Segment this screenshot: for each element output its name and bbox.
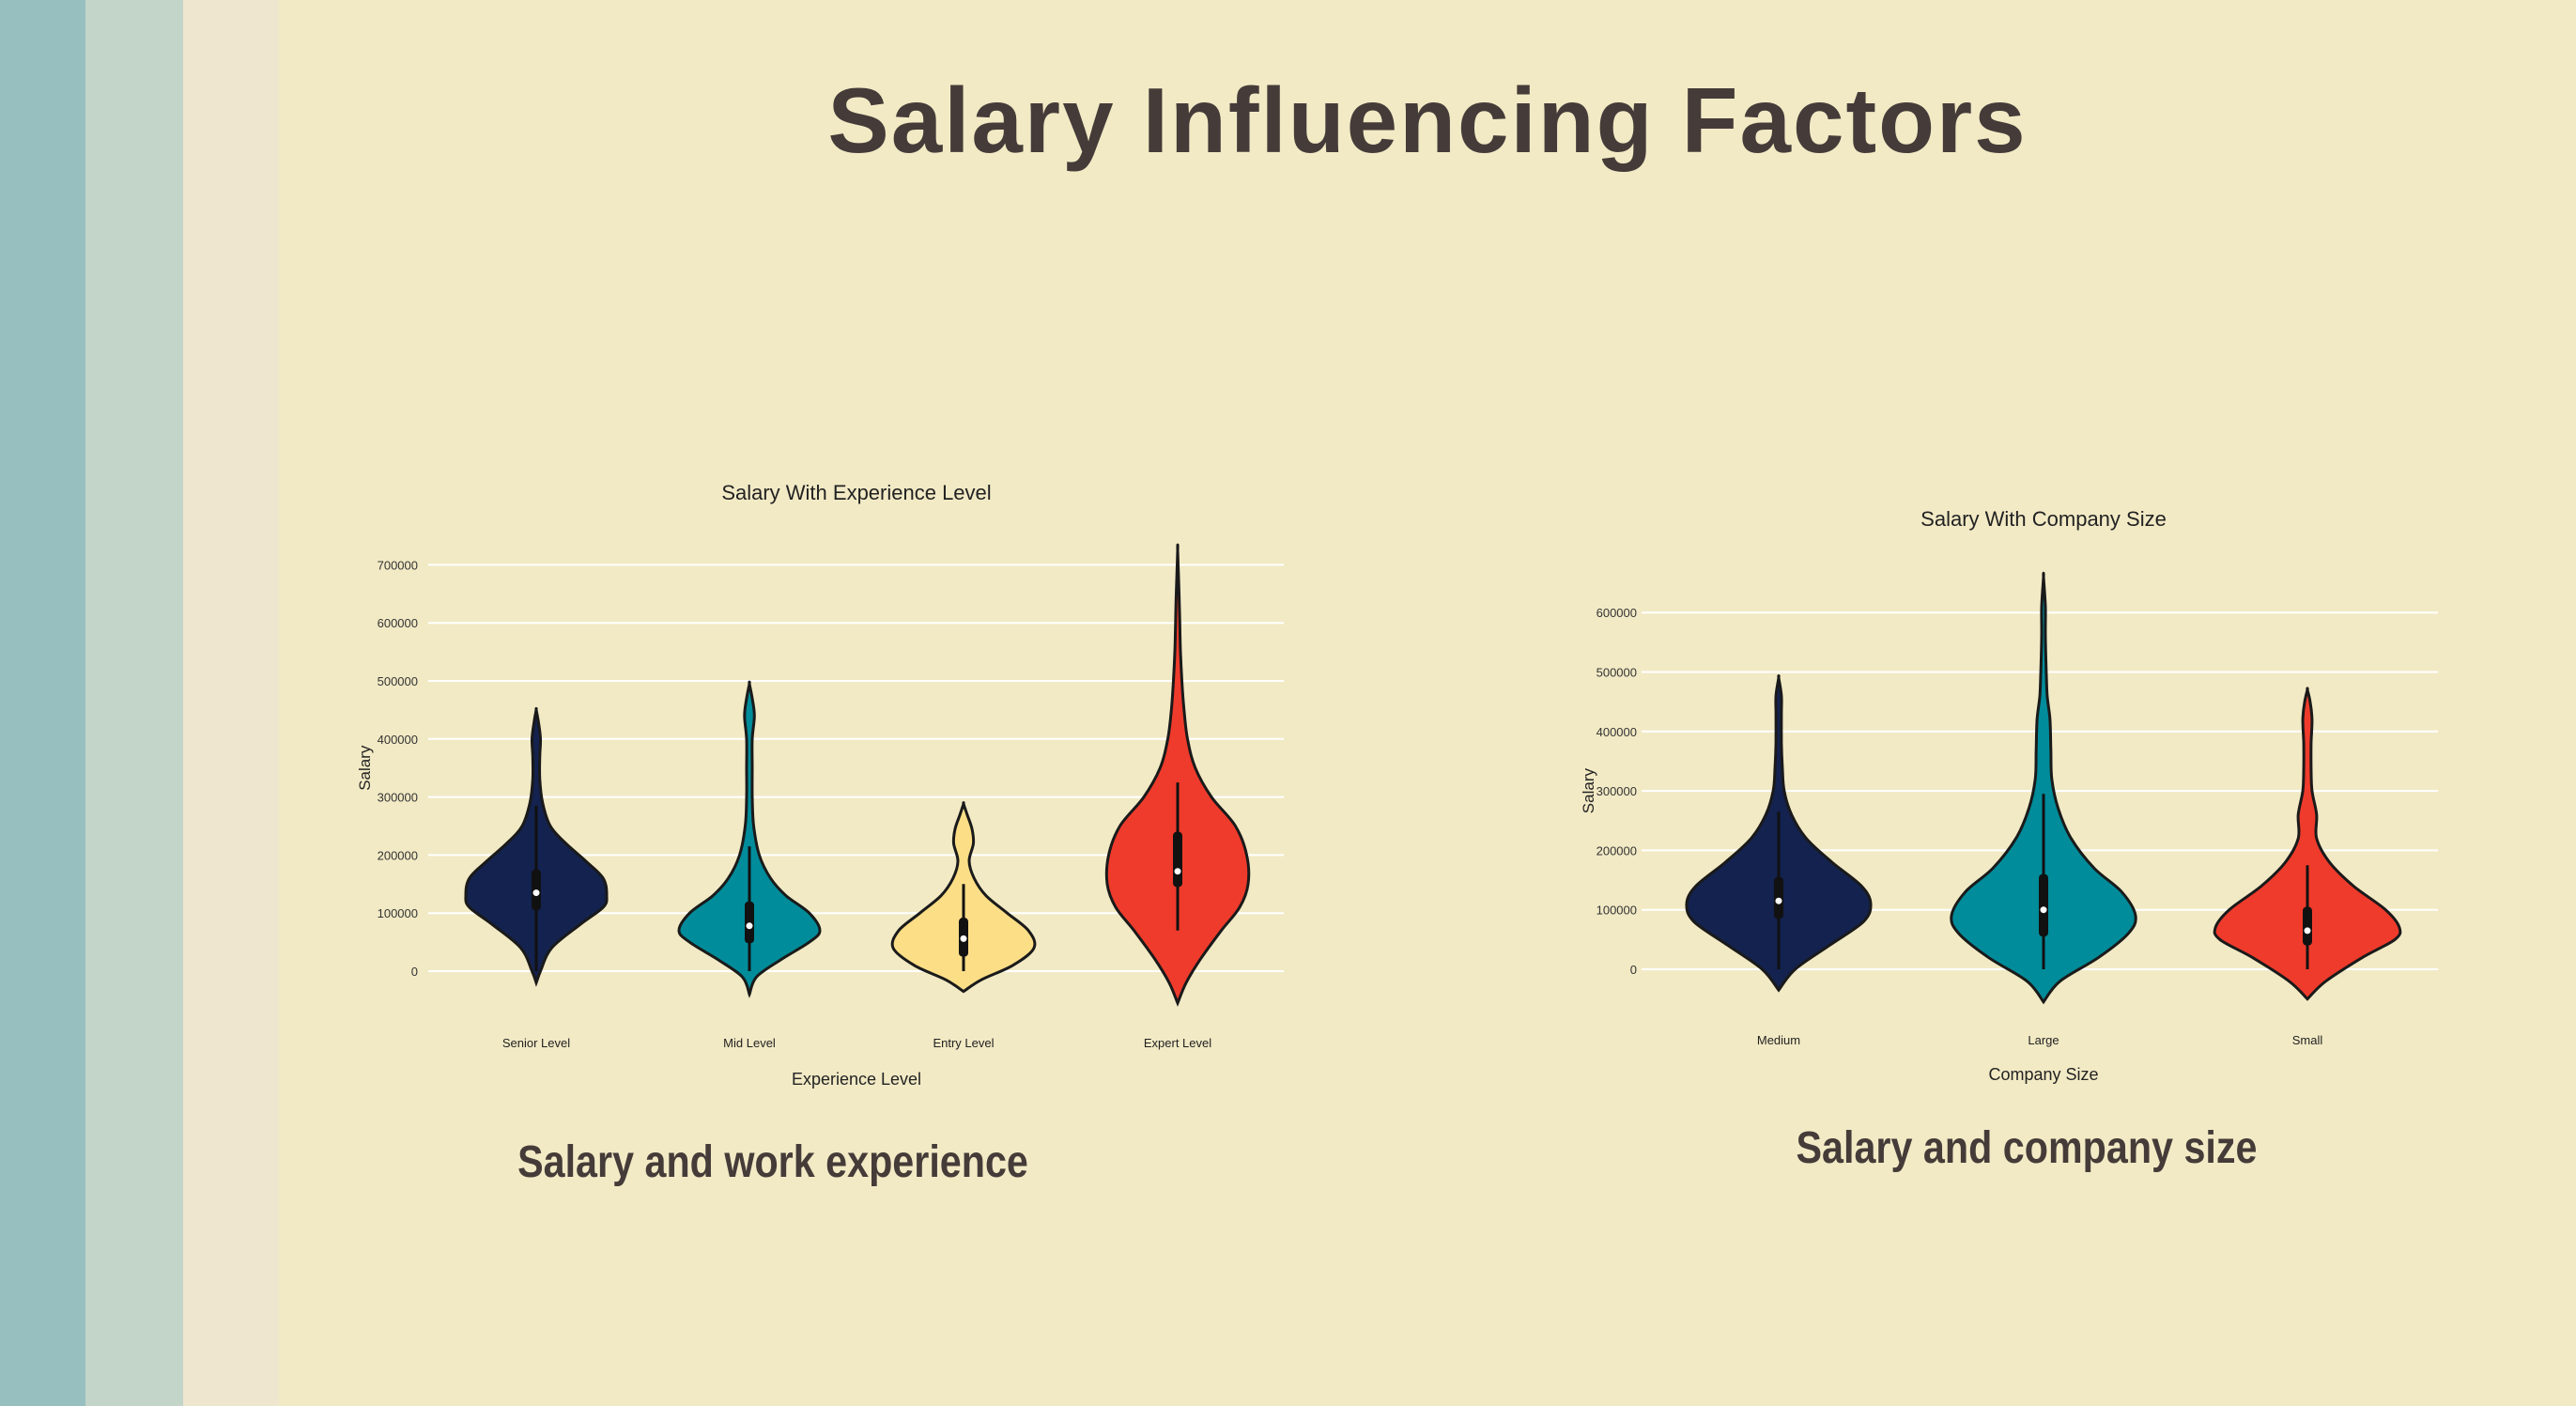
y-tick-label: 600000 — [1597, 606, 1637, 620]
y-tick-label: 500000 — [1597, 666, 1637, 680]
y-tick-label: 700000 — [378, 558, 418, 572]
violin-median — [2304, 927, 2311, 935]
violin-expert-level — [1104, 543, 1251, 1007]
violin-mid-level — [677, 680, 822, 998]
x-tick-label: Large — [2028, 1033, 2059, 1047]
y-tick-label: 600000 — [378, 616, 418, 630]
decor-stripe-2 — [85, 0, 183, 1406]
y-tick-label: 300000 — [378, 791, 418, 805]
x-tick-label: Entry Level — [933, 1036, 994, 1050]
violin-small — [2213, 687, 2402, 1001]
y-tick-label: 500000 — [378, 674, 418, 688]
violin-box — [745, 901, 754, 944]
violin-large — [1950, 571, 2137, 1005]
violin-median — [1174, 868, 1181, 875]
page-title: Salary Influencing Factors — [827, 69, 2028, 172]
y-tick-label: 0 — [411, 965, 418, 979]
x-tick-label: Medium — [1757, 1033, 1800, 1047]
violin-median — [2040, 906, 2047, 914]
y-tick-label: 100000 — [1597, 904, 1637, 918]
x-axis-label: Company Size — [1988, 1065, 2098, 1084]
violin-box — [2039, 873, 2048, 937]
decor-stripe-3 — [183, 0, 279, 1406]
x-tick-label: Small — [2292, 1033, 2323, 1047]
y-tick-label: 100000 — [378, 906, 418, 920]
x-tick-label: Senior Level — [502, 1036, 570, 1050]
violin-median — [532, 889, 540, 897]
y-tick-label: 0 — [1630, 963, 1637, 977]
violin-median — [746, 922, 753, 930]
violin-median — [1775, 897, 1782, 904]
right-caption: Salary and company size — [1796, 1123, 2258, 1173]
y-tick-label: 300000 — [1597, 784, 1637, 798]
y-axis-label: Salary — [356, 745, 374, 791]
violin-box — [2303, 906, 2312, 946]
left-caption: Salary and work experience — [517, 1137, 1028, 1187]
y-tick-label: 200000 — [378, 848, 418, 862]
y-axis-label: Salary — [1580, 768, 1597, 814]
chart-title: Salary With Experience Level — [721, 481, 991, 504]
x-tick-label: Expert Level — [1144, 1036, 1211, 1050]
violin-median — [960, 935, 967, 942]
y-tick-label: 200000 — [1597, 843, 1637, 858]
x-tick-label: Mid Level — [723, 1036, 776, 1050]
x-axis-label: Experience Level — [792, 1070, 921, 1089]
chart-title: Salary With Company Size — [1920, 507, 2167, 531]
y-tick-label: 400000 — [1597, 725, 1637, 739]
decor-stripe-1 — [0, 0, 85, 1406]
y-tick-label: 400000 — [378, 733, 418, 747]
